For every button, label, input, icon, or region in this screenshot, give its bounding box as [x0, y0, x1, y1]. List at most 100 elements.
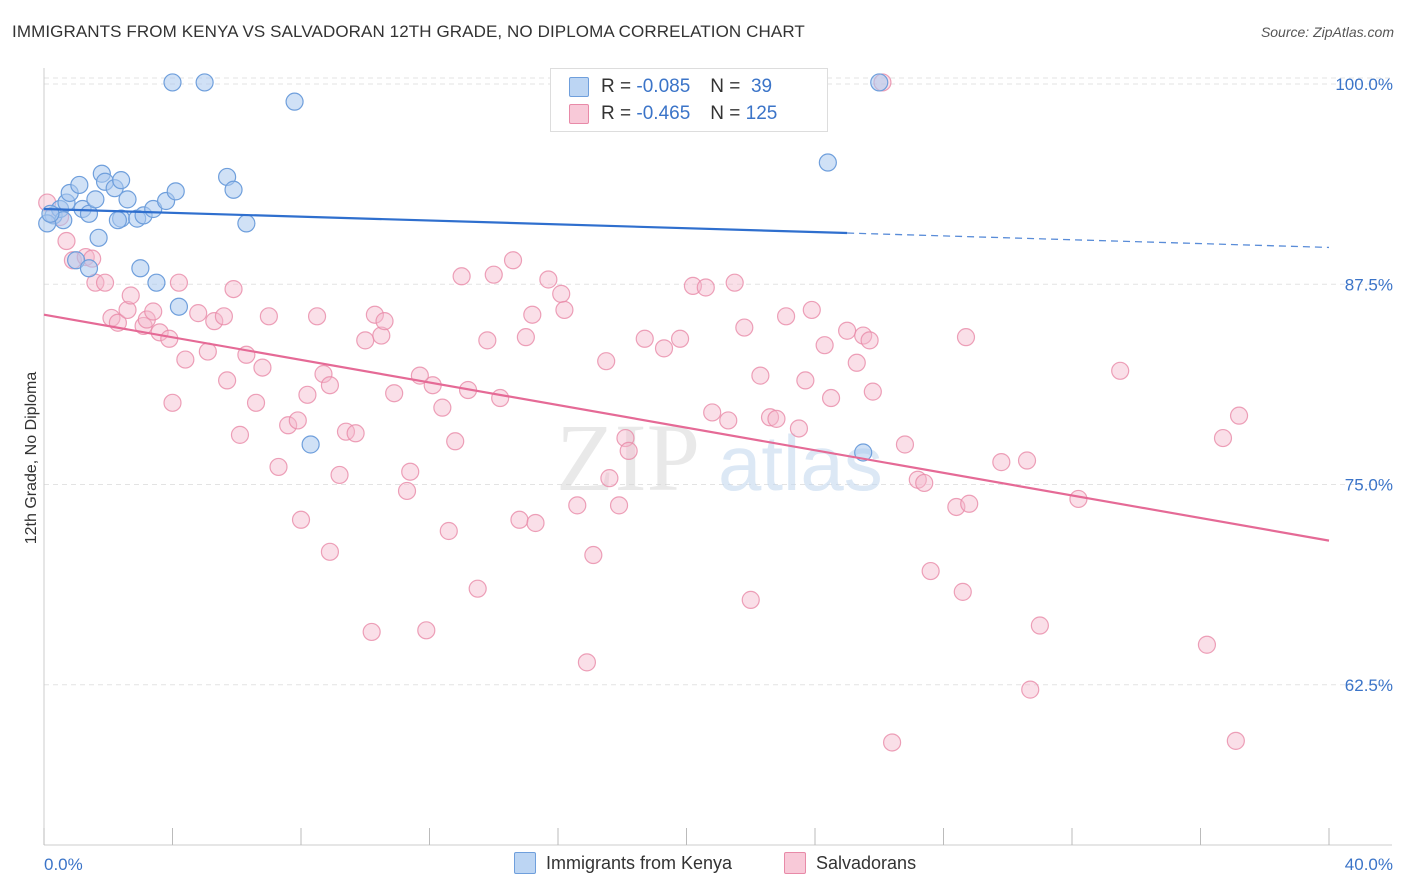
- salvadorans-point: [776, 307, 796, 326]
- salvadorans-point: [735, 318, 754, 337]
- salvadorans-point: [484, 265, 503, 284]
- salvadorans-point: [417, 621, 436, 640]
- salvadorans-point: [619, 441, 638, 460]
- salvadorans-point: [600, 469, 619, 488]
- salvadorans-point: [372, 326, 391, 345]
- salvadorans-point: [503, 251, 523, 270]
- x-tick-label: 40.0%: [1345, 855, 1393, 874]
- salvadorans-trend-line: [43, 313, 1330, 542]
- salvadorans-point: [1017, 451, 1037, 470]
- axes: [43, 68, 1392, 846]
- bottom-legend-swatch-salvadorans: [784, 852, 806, 874]
- kenya-points: [38, 73, 889, 462]
- salvadorans-point: [1111, 361, 1130, 380]
- salvadorans-point: [356, 331, 375, 350]
- salvadorans-point: [176, 350, 195, 369]
- salvadorans-point: [439, 521, 458, 541]
- salvadorans-point: [1197, 635, 1217, 654]
- salvadorans-point: [362, 622, 381, 642]
- source-label: Source: ZipAtlas.com: [1260, 24, 1394, 40]
- salvadorans-point: [307, 307, 327, 326]
- y-tick-label: 75.0%: [1345, 476, 1393, 495]
- salvadorans-point: [433, 398, 452, 417]
- salvadorans-point: [246, 393, 266, 412]
- salvadorans-point: [1030, 616, 1049, 635]
- trend-lines: [43, 207, 1330, 542]
- legend-r-kenya: -0.085: [636, 76, 691, 97]
- legend-n-label: N =: [710, 103, 741, 124]
- kenya-point: [79, 259, 99, 278]
- salvadorans-point: [1226, 731, 1245, 750]
- salvadorans-point: [696, 278, 715, 297]
- salvadorans-point: [915, 473, 934, 493]
- salvadorans-point: [253, 358, 272, 377]
- salvadorans-point: [478, 331, 497, 350]
- salvadorans-point: [555, 300, 574, 320]
- salvadorans-point: [144, 302, 163, 321]
- salvadorans-point: [760, 408, 780, 427]
- legend-row-salvadorans: R = -0.465 N = 125: [569, 102, 777, 126]
- bottom-legend-swatch-kenya: [514, 852, 536, 874]
- legend-swatch-kenya: [569, 77, 589, 97]
- x-tick-label: 0.0%: [44, 855, 83, 874]
- salvadorans-point: [397, 481, 417, 501]
- kenya-point: [89, 228, 108, 247]
- tick-labels: 62.5% 75.0% 87.5% 100.0% 0.0% 40.0%: [44, 75, 1393, 874]
- salvadorans-point: [224, 279, 243, 299]
- watermark: ZIP atlas: [556, 404, 883, 511]
- salvadorans-point: [118, 300, 137, 320]
- salvadorans-point: [320, 542, 340, 561]
- salvadorans-point: [960, 494, 979, 513]
- salvadorans-point: [346, 424, 365, 443]
- y-tick-label: 100.0%: [1335, 75, 1393, 94]
- bottom-legend-salvadorans: Salvadorans: [784, 852, 916, 874]
- salvadorans-point: [654, 339, 674, 358]
- salvadorans-point: [510, 510, 529, 529]
- legend-r-salvadorans: -0.465: [636, 103, 691, 124]
- grid-lines: [44, 77, 1392, 686]
- salvadorans-point: [956, 328, 976, 347]
- kenya-point: [111, 171, 131, 190]
- salvadorans-point: [218, 371, 237, 390]
- legend-r-label: R =: [601, 76, 632, 97]
- salvadorans-point: [847, 353, 866, 372]
- correlation-legend: R = -0.085 N = 39 R = -0.465 N = 125: [550, 68, 828, 132]
- salvadorans-point: [821, 388, 841, 408]
- kenya-point: [41, 204, 60, 223]
- salvadorans-point: [796, 371, 815, 390]
- salvadorans-point: [95, 273, 115, 292]
- y-tick-label: 87.5%: [1345, 275, 1393, 294]
- kenya-point: [147, 273, 166, 292]
- salvadorans-point: [635, 329, 654, 348]
- salvadorans-point: [375, 312, 394, 331]
- salvadorans-point: [121, 286, 140, 305]
- salvadorans-point: [516, 328, 535, 347]
- salvadorans-point: [1213, 428, 1233, 448]
- salvadorans-point: [385, 384, 404, 403]
- salvadorans-point: [330, 465, 349, 485]
- legend-row-kenya: R = -0.085 N = 39: [569, 75, 772, 99]
- legend-n-kenya: 39: [750, 76, 773, 97]
- salvadorans-point: [57, 231, 76, 251]
- watermark-zip: ZIP: [556, 404, 700, 511]
- salvadorans-point: [205, 312, 224, 331]
- legend-n-label: N =: [710, 76, 741, 97]
- salvadorans-point: [670, 329, 690, 348]
- kenya-point: [86, 190, 105, 209]
- salvadorans-point: [314, 364, 333, 384]
- salvadorans-point: [279, 416, 298, 435]
- kenya-point: [108, 211, 127, 230]
- kenya-point: [195, 73, 214, 92]
- salvadorans-point: [163, 393, 182, 412]
- salvadorans-point: [1229, 406, 1249, 425]
- salvadorans-point: [751, 366, 770, 385]
- bottom-legend-kenya: Immigrants from Kenya: [514, 852, 732, 874]
- salvadorans-point: [815, 336, 834, 355]
- salvadorans-point: [568, 496, 587, 515]
- legend-n-salvadorans: 125: [745, 103, 778, 124]
- salvadorans-point: [214, 307, 233, 326]
- salvadorans-point: [1021, 680, 1040, 699]
- salvadorans-point: [446, 432, 465, 451]
- kenya-point: [301, 435, 320, 454]
- kenya-point: [169, 297, 189, 316]
